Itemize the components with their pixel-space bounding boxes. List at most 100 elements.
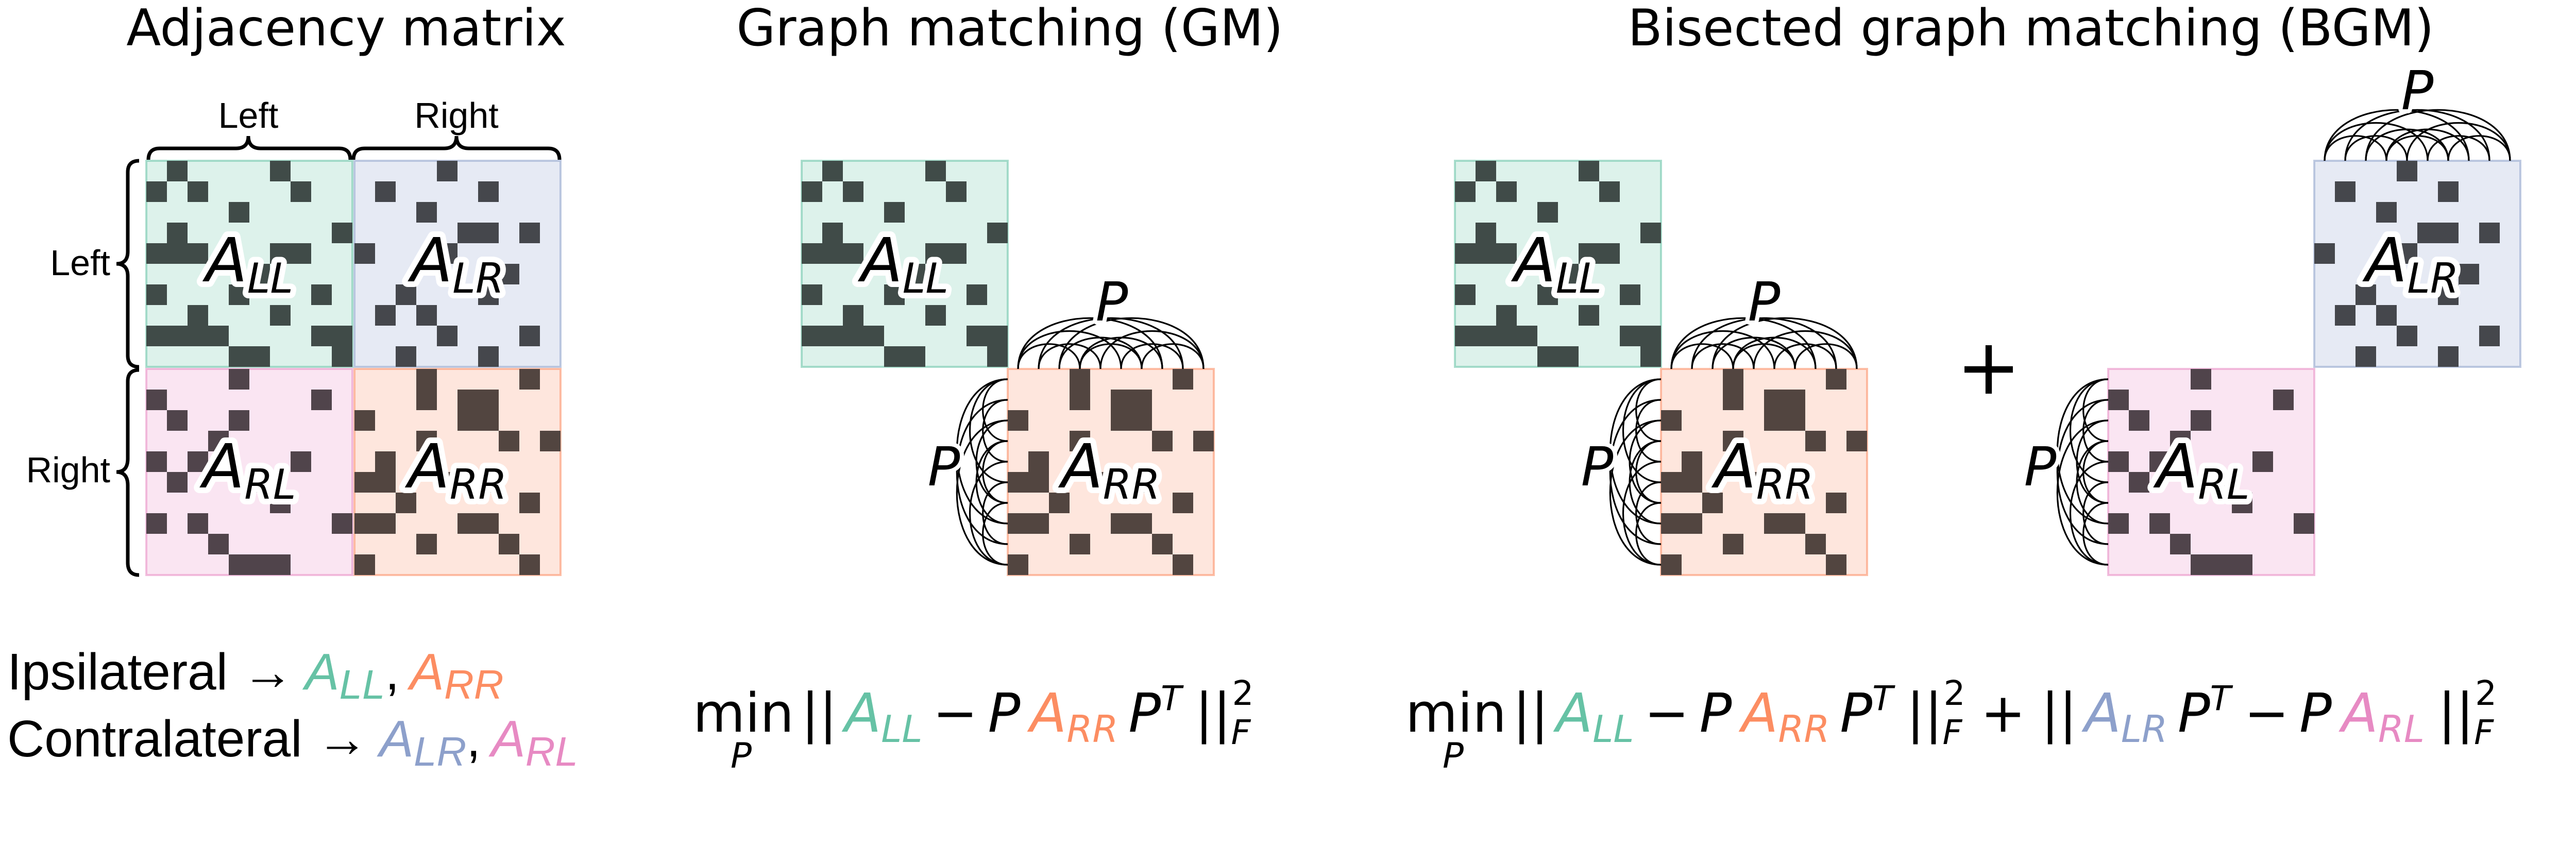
gm-arc-left [956,378,1008,525]
bgm-objective: min P || ALL − P ARR PT ||F2 + || ALR PT − P ARL ||F2 [1405,673,2497,777]
matrix-cell [2170,431,2191,451]
matrix-cell [1785,410,1805,431]
matrix-cell [332,326,352,346]
matrix-cell [478,223,499,243]
label-bgm-ALL: ALL [1511,225,1602,302]
matrix-cell [863,326,884,346]
matrix-cell [416,305,437,326]
row-brace-right [116,368,140,577]
matrix-cell [1152,534,1173,554]
bgm-arc-top [1711,317,1858,369]
svg-text:min: min [693,682,794,745]
matrix-cell [437,243,457,264]
svg-text:min: min [1405,682,1506,745]
matrix-cell [822,223,843,243]
legend-ipsilateral: Ipsilateral → ALL, ARR [7,643,504,707]
bgm-arc-top-lr [2324,135,2387,161]
matrix-cell [925,243,946,264]
matrix-cell [1743,472,1764,493]
matrix-cell [884,202,905,223]
matrix-cell [843,243,863,264]
matrix-cell [1723,431,1743,451]
title-bisected-graph-matching: Bisected graph matching (BGM) [1628,0,2434,58]
matrix-cell [2108,390,2129,410]
matrix-cell [2191,369,2211,390]
matrix-cell [802,326,822,346]
matrix-cell [1173,554,1193,575]
bgm-arc-left-rl [2082,440,2109,504]
row-brace-left [116,159,140,369]
matrix-cell [1476,326,1496,346]
bgm-arc-left [1622,461,1662,566]
matrix-cell [2397,326,2417,346]
bgm-arc-top [1670,330,1775,369]
matrix-cell [270,243,291,264]
matrix-cell [1805,534,1826,554]
matrix-cell [1455,181,1476,202]
matrix-cell [478,410,499,431]
gm-arc-top [1017,343,1081,369]
matrix-cell [416,390,437,410]
matrix-cell [332,223,352,243]
matrix-cell [843,326,863,346]
matrix-cell [1640,223,1661,243]
matrix-cell [167,472,188,493]
matrix-cell [332,346,352,367]
matrix-cell [1826,369,1846,390]
matrix-cell [249,472,270,493]
matrix-cell [1620,326,1640,346]
matrix-block-LR [353,160,562,368]
matrix-cell [354,513,375,534]
matrix-cell [519,369,540,390]
legend-contralateral: Contralateral → ALR, ARL [7,710,578,774]
matrix-cell [987,346,1008,367]
matrix-cell [437,161,457,181]
matrix-cell [2438,181,2459,202]
matrix-cell [1173,493,1193,513]
matrix-cell [146,390,167,410]
label-adj-ARL: ARL [199,431,296,509]
matrix-cell [1579,243,1599,264]
matrix-cell [208,326,229,346]
matrix-cell [987,326,1008,346]
bgm-p-label-left-rl: P [2024,435,2057,498]
label-gm-ALL: ALL [857,225,948,302]
matrix-cell [375,513,396,534]
matrix-cell [249,554,270,575]
title-graph-matching: Graph matching (GM) [736,0,1283,58]
matrix-cell [1579,161,1599,181]
bgm-arc-left-rl [2082,502,2109,566]
gm-arc-left [982,502,1008,566]
matrix-cell [1764,390,1785,410]
matrix-cell [1111,410,1131,431]
matrix-cell [1455,326,1476,346]
matrix-cell [843,181,863,202]
matrix-cell [311,284,332,305]
bgm-arc-left [1609,419,1662,566]
matrix-cell [167,243,188,264]
matrix-cell [416,369,437,390]
matrix-cell [208,534,229,554]
matrix-cell [188,305,208,326]
bgm-p-label-top-lr: P [2401,59,2434,122]
matrix-block-RR [353,368,562,576]
matrix-cell [987,223,1008,243]
matrix-cell [1008,472,1028,493]
matrix-cell [967,284,987,305]
matrix-cell [2129,472,2149,493]
matrix-cell [1805,431,1826,451]
matrix-cell [208,431,229,451]
matrix-cell [249,264,270,284]
matrix-cell [2149,513,2170,534]
matrix-cell [1826,493,1846,513]
column-brace-left [146,136,352,160]
matrix-cell [1496,326,1517,346]
matrix-block-LL [145,160,353,368]
svg-text:P: P [1443,736,1464,777]
matrix-cell [291,451,311,472]
bgm-p-label-top: P [1748,271,1781,333]
matrix-cell [499,534,519,554]
matrix-cell [146,243,167,264]
matrix-cell [291,181,311,202]
matrix-cell [1764,410,1785,431]
